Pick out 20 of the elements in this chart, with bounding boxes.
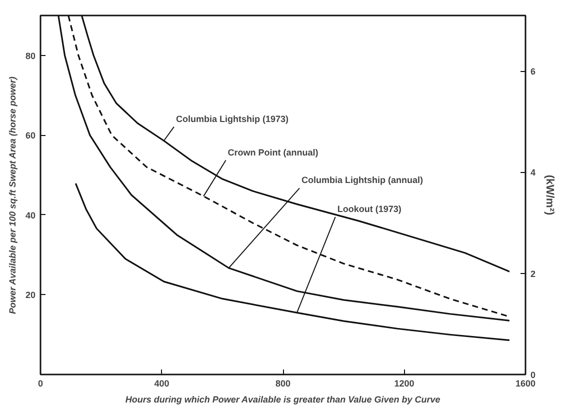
y2-tick-label: 4 (530, 168, 536, 178)
y-tick-label: 60 (25, 130, 36, 141)
annotation: Columbia Lightship (1973) (176, 114, 288, 124)
x-tick-label: 0 (38, 378, 44, 388)
y-tick-label: 40 (25, 210, 36, 220)
y2-tick-label: 6 (530, 66, 536, 77)
y2-axis-title: (kW/m²) (544, 174, 556, 216)
y2-tick-label: 0 (530, 370, 536, 380)
x-axis-title: Hours during which Power Available is greater than Value Given by Curve (125, 394, 440, 404)
annotation: Columbia Lightship (annual) (301, 175, 423, 186)
y-tick-label: 20 (25, 290, 36, 300)
y-axis-title: Power Available per 100 sq.ft Swept Area (horse power) (7, 76, 18, 314)
x-tick-label: 1200 (394, 378, 414, 388)
annotation: Lookout (1973) (337, 204, 402, 214)
annotation: Crown Point (annual) (228, 147, 318, 158)
y2-tick-label: 2 (530, 268, 536, 279)
x-tick-label: 1600 (515, 378, 536, 388)
y-tick-label: 80 (25, 50, 36, 61)
x-tick-label: 400 (154, 378, 170, 388)
x-tick-label: 800 (275, 378, 291, 388)
